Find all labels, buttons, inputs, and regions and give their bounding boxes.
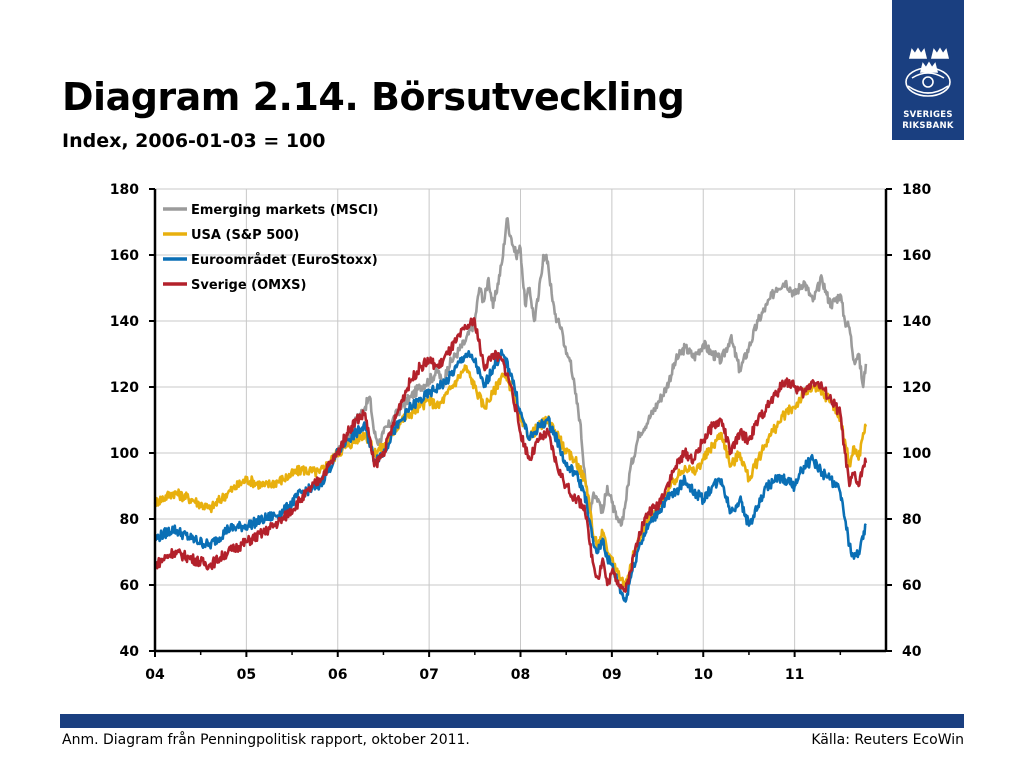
- legend-label-4: Sverige (OMXS): [191, 278, 306, 293]
- series-line-2: [153, 364, 868, 587]
- footer-source: Källa: Reuters EcoWin: [811, 732, 964, 748]
- logo-text-line2: RIKSBANK: [902, 121, 954, 131]
- x-tick-label: 05: [237, 667, 256, 683]
- y-axis-right: 40 60 80 100 120 140 160 180: [886, 182, 931, 660]
- y-tick-label-right: 140: [902, 314, 931, 330]
- y-tick-label-left: 180: [110, 182, 139, 198]
- y-tick-label-right: 120: [902, 380, 931, 396]
- series-line-3: [153, 348, 867, 603]
- x-tick-label: 06: [328, 667, 347, 683]
- y-tick-label-left: 160: [110, 248, 139, 264]
- legend: Emerging markets (MSCI) USA (S&P 500) Euro…: [163, 203, 378, 293]
- x-tick-label: 08: [511, 667, 530, 683]
- logo-text-line1: SVERIGES: [903, 110, 953, 120]
- y-tick-label-right: 180: [902, 182, 931, 198]
- y-tick-label-left: 40: [120, 644, 140, 660]
- legend-label-2: USA (S&P 500): [191, 228, 299, 243]
- y-tick-label-right: 40: [902, 644, 922, 660]
- legend-label-1: Emerging markets (MSCI): [191, 203, 378, 218]
- x-tick-label: 09: [602, 667, 621, 683]
- x-axis: 04 05 06 07 08 09 10 11: [145, 651, 842, 683]
- crown-emblem-icon: [905, 47, 951, 97]
- legend-label-3: Euroområdet (EuroStoxx): [191, 253, 378, 268]
- series-line-1: [336, 217, 868, 527]
- line-chart: 40 60 80 100 120 140 160 180 40 60 80 100 120 140 160…: [110, 182, 932, 683]
- y-axis-left: 40 60 80 100 120 140 160 180: [110, 182, 155, 660]
- series-layer: [153, 217, 868, 603]
- series-line-4: [153, 317, 868, 593]
- page-subtitle: Index, 2006-01-03 = 100: [62, 130, 326, 152]
- y-tick-label-right: 80: [902, 512, 922, 528]
- y-tick-label-left: 100: [110, 446, 139, 462]
- footer-note: Anm. Diagram från Penningpolitisk rappor…: [62, 732, 470, 748]
- x-tick-label: 04: [145, 667, 165, 683]
- x-tick-label: 10: [694, 667, 714, 683]
- x-tick-label: 11: [785, 667, 804, 683]
- y-tick-label-left: 140: [110, 314, 139, 330]
- riksbank-logo: SVERIGES RIKSBANK: [892, 0, 964, 140]
- footer-bar: [60, 714, 964, 728]
- y-tick-label-right: 100: [902, 446, 931, 462]
- y-tick-label-right: 160: [902, 248, 931, 264]
- page-title: Diagram 2.14. Börsutveckling: [62, 75, 685, 119]
- y-tick-label-left: 80: [120, 512, 140, 528]
- y-tick-label-left: 120: [110, 380, 139, 396]
- x-tick-label: 07: [419, 667, 438, 683]
- y-tick-label-left: 60: [120, 578, 140, 594]
- y-tick-label-right: 60: [902, 578, 922, 594]
